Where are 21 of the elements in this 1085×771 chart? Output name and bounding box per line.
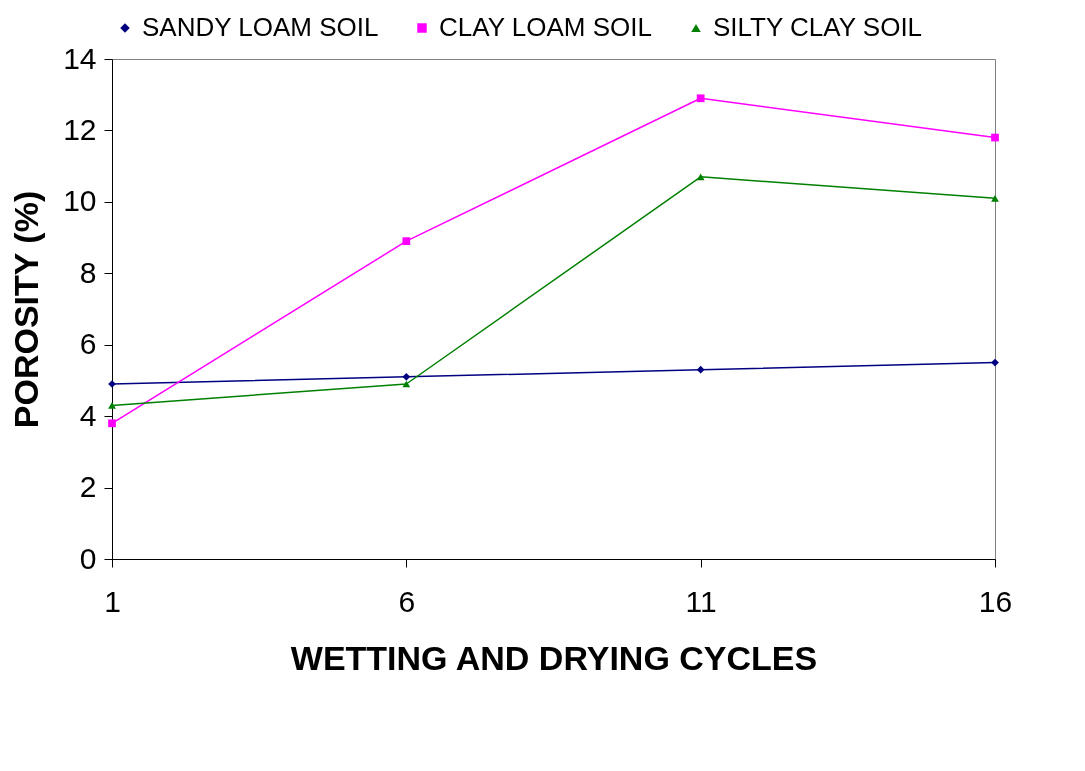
- y-tick-label: 0: [79, 541, 97, 575]
- legend-label: SILTY CLAY SOIL: [713, 12, 923, 42]
- y-tick-label: 8: [79, 255, 97, 289]
- point: [108, 402, 116, 409]
- point: [991, 194, 999, 202]
- y-tick-label: 2: [79, 470, 97, 504]
- x-axis-title: WETTING AND DRYING CYCLES: [290, 638, 818, 677]
- legend-label: SANDY LOAM SOIL: [142, 12, 379, 42]
- y-tick-label: 4: [79, 398, 97, 432]
- x-tick-label: 6: [398, 584, 416, 618]
- y-tick-label: 14: [63, 41, 97, 75]
- y-tick-label: 12: [63, 112, 97, 146]
- x-tick-label: 16: [978, 584, 1013, 618]
- legend-label: CLAY LOAM SOIL: [439, 12, 652, 42]
- point: [108, 419, 116, 428]
- x-tick-label: 11: [685, 584, 717, 618]
- y-axis-title: POROSITY (%): [7, 190, 46, 429]
- point: [991, 358, 999, 367]
- x-tick-label: 1: [104, 584, 121, 618]
- y-tick-label: 10: [63, 184, 97, 218]
- y-tick-label: 6: [79, 327, 97, 361]
